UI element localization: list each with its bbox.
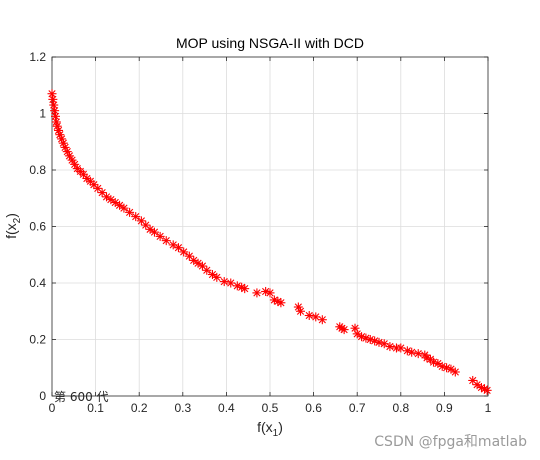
data-point	[51, 117, 61, 127]
chart-title: MOP using NSGA-II with DCD	[176, 35, 364, 51]
data-point	[49, 100, 59, 110]
data-point	[173, 243, 183, 253]
data-point	[317, 315, 327, 325]
y-tick-label: 0.6	[29, 220, 46, 234]
data-point	[155, 231, 165, 241]
data-point	[482, 385, 492, 395]
data-point	[125, 207, 135, 217]
x-tick-label: 0.9	[436, 401, 453, 415]
data-point	[261, 286, 271, 296]
data-point	[265, 288, 275, 298]
data-point	[442, 363, 452, 373]
data-point	[202, 265, 212, 275]
y-tick-label: 0.2	[29, 333, 46, 347]
y-axis-title-main: f(x	[3, 223, 19, 239]
x-axis-title-end: )	[278, 419, 283, 435]
x-tick-label: 0.1	[87, 401, 104, 415]
y-tick-label: 1.2	[29, 50, 46, 64]
x-tick-label: 0.6	[305, 401, 322, 415]
x-tick-label: 0.8	[392, 401, 409, 415]
data-point	[161, 236, 171, 246]
data-point	[374, 337, 384, 347]
data-point	[179, 247, 189, 257]
data-point	[119, 203, 129, 213]
x-axis-title-main: f(x	[257, 419, 273, 435]
data-point	[296, 306, 306, 316]
data-point	[189, 255, 199, 265]
x-tick-label: 0.7	[349, 401, 366, 415]
data-point	[52, 121, 62, 131]
y-axis-title-end: )	[3, 213, 19, 218]
ticks: 0 0.1 0.2 0.3 0.4 0.5 0.6 0.7 0.8 0.9 1 0 0.2 0.4 0.6 0…	[29, 50, 491, 415]
x-axis-title: f(x1)	[257, 419, 283, 439]
y-tick-label: 0.8	[29, 163, 46, 177]
data-point	[472, 380, 482, 390]
data-point	[219, 277, 229, 287]
watermark: CSDN @fpga和matlab	[374, 434, 527, 450]
data-point	[115, 200, 125, 210]
y-tick-label: 1	[39, 107, 46, 121]
data-point	[212, 272, 222, 282]
data-point	[357, 332, 367, 342]
data-point	[407, 347, 417, 357]
data-point	[50, 106, 60, 116]
data-point	[450, 367, 460, 377]
data-point	[50, 111, 60, 121]
x-tick-label: 0.5	[262, 401, 279, 415]
x-tick-label: 0.2	[131, 401, 148, 415]
x-axis-title-sub: 1	[273, 428, 279, 439]
data-point	[240, 284, 250, 294]
data-point	[413, 349, 423, 359]
data-point	[293, 302, 303, 312]
data-point	[131, 212, 141, 222]
data-point	[304, 310, 314, 320]
y-tick-label: 0	[39, 389, 46, 403]
data-point	[110, 197, 120, 207]
data-point	[252, 288, 262, 298]
y-axis-title: f(x2)	[3, 213, 23, 239]
x-tick-label: 0	[49, 401, 56, 415]
x-tick-label: 0.4	[218, 401, 235, 415]
points	[47, 89, 492, 395]
data-point	[102, 192, 111, 202]
data-point	[385, 342, 395, 352]
generation-label: 第 600 代	[54, 390, 109, 404]
x-tick-label: 1	[485, 401, 492, 415]
data-point	[276, 298, 286, 308]
y-axis-title-sub: 2	[12, 217, 23, 223]
data-point	[47, 89, 57, 99]
x-tick-label: 0.3	[174, 401, 191, 415]
data-point	[149, 227, 159, 237]
grid	[52, 57, 488, 396]
data-point	[226, 278, 236, 288]
data-point	[370, 336, 380, 346]
data-point	[468, 375, 478, 385]
data-point	[311, 312, 321, 322]
data-point	[339, 325, 349, 335]
y-tick-label: 0.4	[29, 276, 46, 290]
data-point	[48, 94, 58, 104]
